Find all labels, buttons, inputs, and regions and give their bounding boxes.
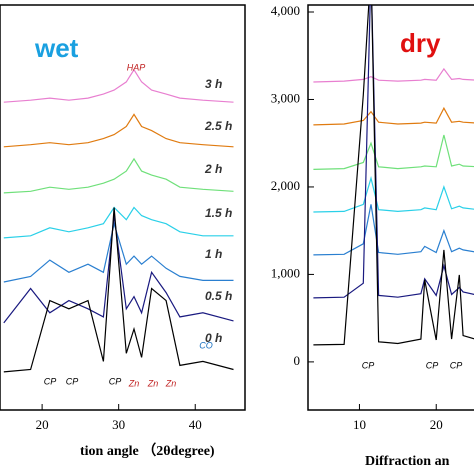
series-label: 2 h xyxy=(204,162,222,176)
annotation: CP xyxy=(362,360,375,370)
annotation: Zn xyxy=(165,378,177,388)
x-tick-label: 10 xyxy=(353,417,366,432)
trace xyxy=(3,68,234,103)
trace xyxy=(313,5,474,299)
trace xyxy=(3,113,234,148)
annotation: CO xyxy=(199,340,213,350)
traces xyxy=(313,5,474,346)
x-tick-label: 40 xyxy=(189,417,202,432)
annotation: CP xyxy=(426,360,439,370)
series-label: 2.5 h xyxy=(204,119,232,133)
series-label: 0 h xyxy=(205,331,222,345)
y-tick-label: 4,000 xyxy=(271,3,300,18)
trace xyxy=(313,134,474,170)
plot-frame xyxy=(0,4,246,411)
y-tick-label: 2,000 xyxy=(271,178,300,193)
series-label: 1 h xyxy=(205,247,222,261)
annotation: CP xyxy=(44,376,57,386)
trace xyxy=(3,206,234,239)
panel-label: dry xyxy=(400,28,441,58)
x-axis-label: Diffraction an xyxy=(365,454,450,469)
trace xyxy=(313,67,474,83)
traces xyxy=(3,68,234,373)
y-tick-label: 0 xyxy=(294,353,301,368)
x-axis-label: tion angle （2θdegree) xyxy=(80,443,215,459)
trace xyxy=(3,215,234,324)
y-tick-label: 3,000 xyxy=(271,90,300,105)
x-tick-label: 20 xyxy=(430,417,443,432)
annotation: CP xyxy=(109,376,122,386)
plot-frame xyxy=(307,4,474,411)
annotation: CP xyxy=(66,376,79,386)
trace xyxy=(313,175,474,213)
panel-label: wet xyxy=(34,33,79,63)
annotation: HAP xyxy=(127,62,146,72)
trace xyxy=(313,106,474,126)
series-label: 0.5 h xyxy=(205,289,232,303)
y-tick-label: 1,000 xyxy=(271,265,300,280)
trace xyxy=(3,157,234,194)
series-label: 3 h xyxy=(205,77,222,91)
trace xyxy=(3,221,234,283)
trace xyxy=(3,207,234,373)
annotation: Zn xyxy=(128,378,140,388)
trace xyxy=(313,5,474,346)
annotation: CP xyxy=(450,360,463,370)
x-tick-label: 30 xyxy=(112,417,125,432)
series-label: 1.5 h xyxy=(205,206,232,220)
annotation: Zn xyxy=(147,378,159,388)
x-tick-label: 20 xyxy=(36,417,49,432)
